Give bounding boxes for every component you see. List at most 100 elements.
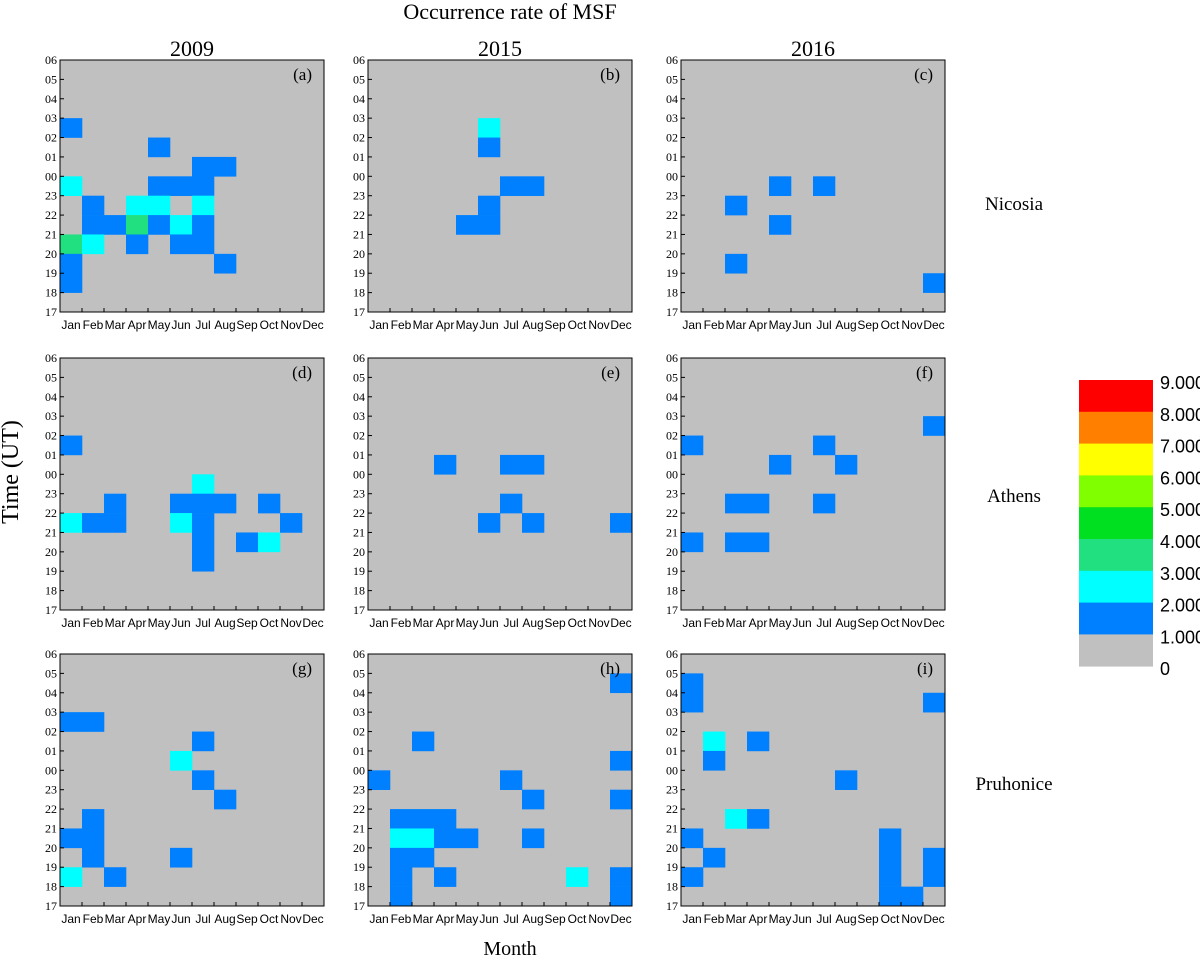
x-tick-label: Apr [749,912,768,926]
x-tick-label: Mar [105,912,126,926]
y-tick-label: 20 [666,841,678,855]
heatmap-cell [610,513,633,533]
y-tick-label: 04 [666,390,678,404]
x-tick-label: Jul [503,318,518,332]
heatmap-cell [725,493,748,514]
y-tick-label: 01 [45,744,57,758]
heatmap-cell [192,493,215,514]
y-tick-label: 23 [666,783,678,797]
heatmap-panel: 17 18 19 20 21 22 23 00 01 02 03 04 05 06 Jan Feb Mar Apr… [45,647,325,926]
colorbar-label: 1.000 [1160,627,1200,647]
y-tick-label: 17 [45,899,57,913]
heatmap-cell [236,532,259,553]
x-tick-label: Apr [436,912,455,926]
x-tick-label: Nov [588,318,609,332]
x-tick-label: May [148,912,171,926]
x-tick-label: Apr [436,318,455,332]
heatmap-cell [82,809,105,829]
x-tick-label: Jun [171,318,190,332]
x-tick-label: Apr [749,616,768,630]
y-tick-label: 05 [353,370,365,384]
heatmap-cell [522,828,545,849]
colorbar-label: 5.000 [1160,500,1200,520]
y-tick-label: 04 [353,390,365,404]
x-tick-label: Feb [391,616,412,630]
y-tick-label: 03 [45,409,57,423]
y-tick-label: 21 [45,821,57,835]
x-tick-label: Aug [835,616,856,630]
y-tick-label: 05 [353,72,365,86]
y-tick-label: 06 [45,647,57,661]
heatmap-cell [192,176,215,196]
x-tick-label: Oct [881,912,900,926]
heatmap-cell [192,474,215,494]
heatmap-cell [500,176,523,196]
heatmap-cell [60,867,83,887]
y-tick-label: 20 [666,247,678,261]
x-tick-label: Aug [522,616,543,630]
x-tick-label: Jan [369,616,388,630]
x-tick-label: Jul [195,912,210,926]
heatmap-cell [148,176,171,196]
y-tick-label: 06 [666,53,678,67]
heatmap-cell [60,712,83,732]
x-tick-label: Jun [479,912,498,926]
x-tick-label: Oct [568,616,587,630]
y-tick-label: 19 [353,564,365,578]
x-tick-label: Aug [214,318,235,332]
heatmap-cell [610,673,633,694]
x-tick-label: Sep [236,318,258,332]
heatmap-cell [923,692,946,713]
heatmap-cell [681,532,704,553]
y-tick-label: 17 [45,603,57,617]
heatmap-cell [769,215,792,235]
x-tick-label: Jul [816,912,831,926]
colorbar-label: 7.000 [1160,437,1200,457]
y-tick-label: 23 [45,189,57,203]
x-tick-label: Jan [61,318,80,332]
heatmap-cell [82,215,105,235]
y-tick-label: 22 [666,506,678,520]
station-label: Athens [987,486,1041,507]
y-tick-label: 19 [666,564,678,578]
panels-group: 2009 2015 2016 Nicosia Athens Pruhonice 17 18 19… [45,36,1053,926]
y-tick-label: 03 [353,705,365,719]
heatmap-cell [434,809,457,829]
y-tick-label: 02 [353,725,365,739]
y-tick-label: 03 [353,111,365,125]
heatmap-cell [60,513,83,533]
heatmap-cell [412,809,435,829]
y-tick-label: 01 [353,150,365,164]
y-tick-label: 23 [45,487,57,501]
x-tick-label: Nov [588,912,609,926]
heatmap-cell [813,176,836,196]
y-tick-label: 19 [666,266,678,280]
y-tick-label: 02 [45,725,57,739]
heatmap-cell [148,195,171,216]
heatmap-cell [500,493,523,514]
x-tick-label: Feb [391,912,412,926]
y-tick-label: 21 [353,821,365,835]
heatmap-cell [280,513,303,533]
heatmap-cell [82,195,105,216]
heatmap-cell [192,513,215,533]
x-tick-label: Jan [682,616,701,630]
x-tick-label: Jul [816,616,831,630]
colorbar-segment [1079,411,1153,444]
x-tick-label: Nov [901,912,922,926]
x-tick-label: Dec [302,912,323,926]
y-tick-label: 03 [666,705,678,719]
heatmap-cell [725,253,748,274]
heatmap-cell [879,886,902,907]
y-tick-label: 22 [353,506,365,520]
panel-label: (b) [600,65,620,84]
heatmap-cell [478,513,501,533]
x-tick-label: Sep [236,912,258,926]
heatmap-cell [192,770,215,790]
heatmap-cell [170,513,193,533]
heatmap-cell [192,195,215,216]
y-tick-label: 20 [353,247,365,261]
y-tick-label: 20 [666,545,678,559]
x-tick-label: Jun [171,912,190,926]
x-tick-label: Aug [522,912,543,926]
